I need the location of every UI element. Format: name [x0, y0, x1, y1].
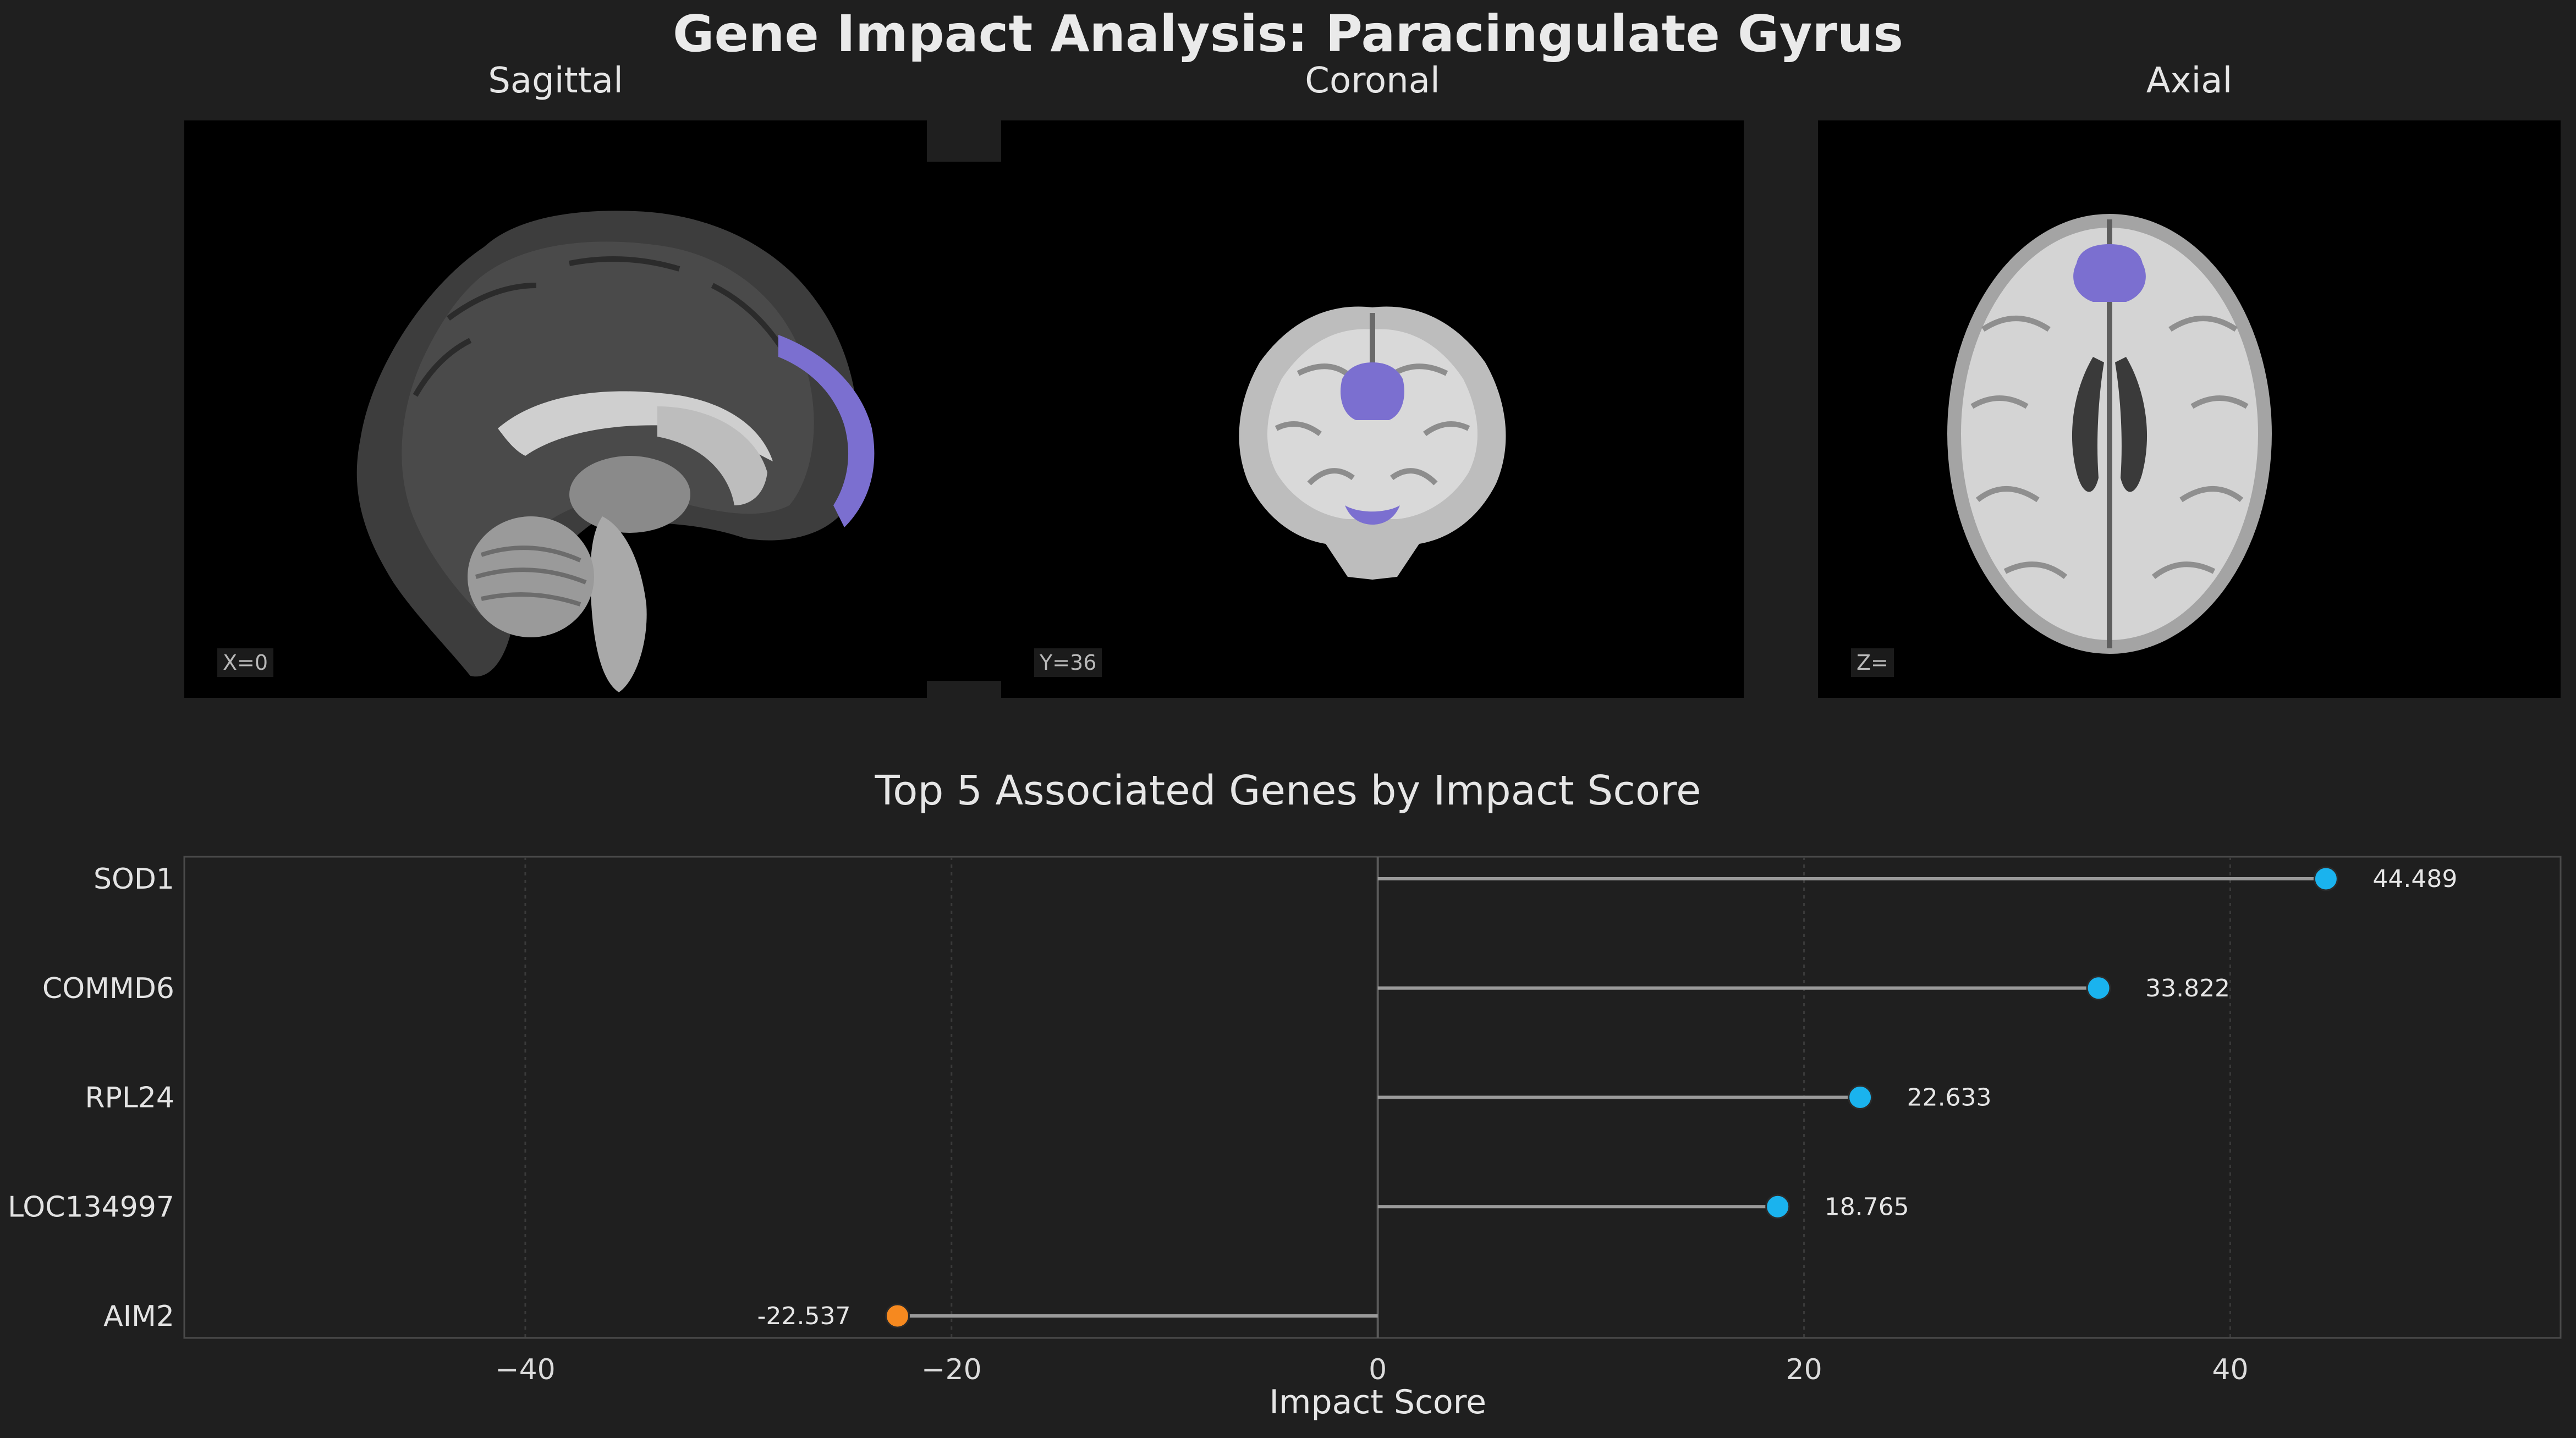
- x-tick-label: −40: [495, 1353, 556, 1386]
- x-tick-label: 20: [1786, 1353, 1822, 1386]
- coronal-panel: Y=36: [1001, 120, 1744, 698]
- chart-title: Top 5 Associated Genes by Impact Score: [875, 767, 1701, 814]
- axial-brain-image: [1947, 214, 2272, 654]
- lollipop-point: [2086, 976, 2111, 1001]
- x-tick-label: 40: [2212, 1353, 2248, 1386]
- lollipop-point: [885, 1303, 910, 1329]
- panel-gap-fill: [927, 162, 1001, 681]
- figure-title: Gene Impact Analysis: Paracingulate Gyru…: [672, 4, 1904, 63]
- data-marks: 44.489 33.822 22.633 18.765 -22.537: [757, 865, 2458, 1330]
- data-label: 33.822: [2145, 974, 2230, 1002]
- sagittal-title: Sagittal: [488, 60, 623, 101]
- lollipop-point: [1765, 1194, 1790, 1219]
- lollipop-point: [2313, 866, 2338, 891]
- coronal-title: Coronal: [1305, 60, 1440, 101]
- axial-coordinate: Z=: [1851, 648, 1894, 677]
- panel-gap-top: [927, 120, 1001, 162]
- axial-panel: Z=: [1818, 120, 2561, 698]
- x-axis-title: Impact Score: [1269, 1383, 1486, 1422]
- coronal-coordinate: Y=36: [1034, 648, 1102, 677]
- data-label: 44.489: [2372, 865, 2457, 893]
- y-tick-label: COMMD6: [42, 972, 174, 1005]
- sagittal-panel: X=0: [184, 120, 927, 698]
- x-tick-label: −20: [921, 1353, 982, 1386]
- x-tick-label: 0: [1369, 1353, 1387, 1386]
- y-tick-label: LOC134997: [8, 1191, 174, 1224]
- axial-title: Axial: [2146, 60, 2233, 101]
- coronal-brain-image: [1239, 306, 1506, 580]
- y-tick-label: RPL24: [85, 1082, 174, 1115]
- y-tick-label: AIM2: [103, 1300, 174, 1333]
- data-label: 18.765: [1825, 1193, 1909, 1221]
- y-tick-label: SOD1: [94, 863, 174, 896]
- data-label: -22.537: [757, 1302, 851, 1330]
- sagittal-brain-image: [356, 211, 875, 692]
- lollipop-point: [1848, 1085, 1873, 1110]
- sagittal-coordinate: X=0: [217, 648, 274, 677]
- axis-labels: −40 −20 0 20 40 SOD1 COMMD6 RPL24 LOC134997 AIM2: [8, 863, 2248, 1386]
- plot-area: [183, 856, 2562, 1339]
- data-label: 22.633: [1907, 1084, 1992, 1112]
- panel-gap-bottom: [927, 681, 1001, 698]
